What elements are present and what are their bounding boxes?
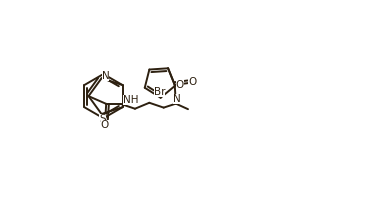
Text: O: O xyxy=(188,77,196,88)
Text: O: O xyxy=(176,80,184,90)
Text: N: N xyxy=(102,71,109,81)
Text: N: N xyxy=(173,94,181,104)
Text: S: S xyxy=(99,114,106,124)
Text: Br: Br xyxy=(154,87,165,97)
Text: NH: NH xyxy=(123,95,139,105)
Text: O: O xyxy=(101,120,109,130)
